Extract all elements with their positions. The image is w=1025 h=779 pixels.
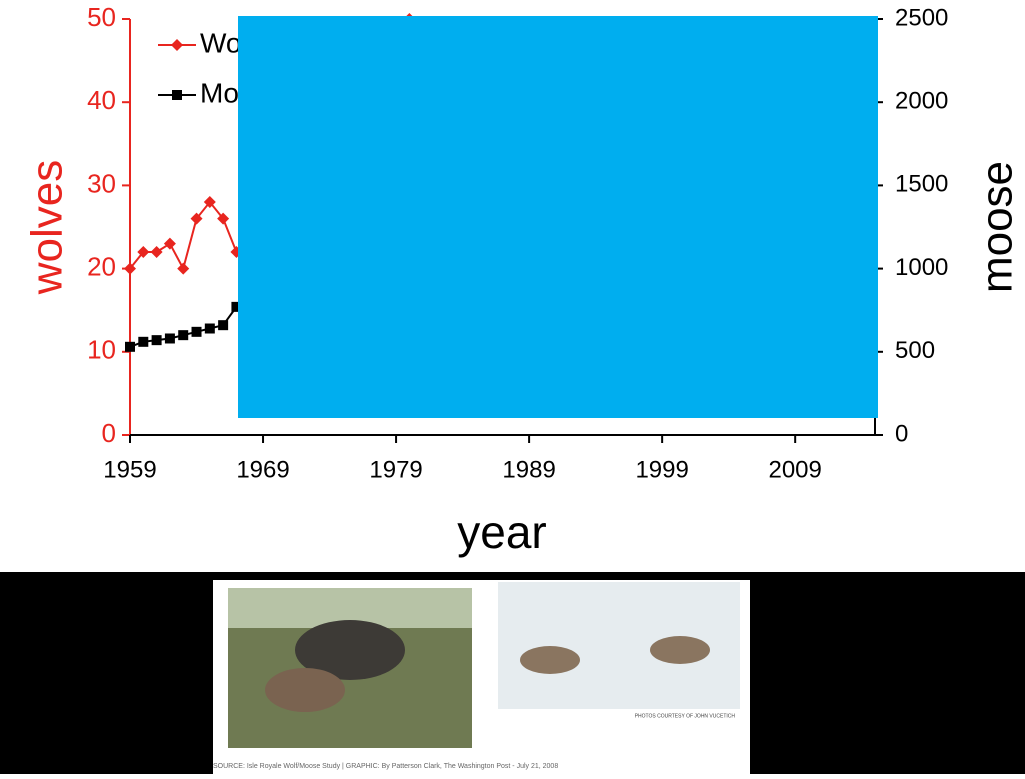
moose-shape — [295, 620, 405, 680]
y2-axis-label: moose — [973, 161, 1022, 293]
source-credit: SOURCE: Isle Royale Wolf/Moose Study | G… — [213, 763, 558, 770]
y-tick-label: 40 — [87, 85, 116, 115]
marker — [203, 196, 216, 209]
photo-card: PHOTOS COURTESY OF JOHN VUCETICH SOURCE:… — [213, 580, 750, 774]
marker — [204, 323, 215, 334]
marker — [124, 262, 136, 275]
marker — [163, 237, 176, 250]
marker — [138, 336, 149, 347]
marker — [178, 330, 189, 341]
series-line — [129, 18, 411, 272]
y-tick-label: 0 — [102, 418, 116, 448]
y2-tick-label: 2500 — [895, 4, 948, 31]
x-tick-label: 1969 — [236, 456, 289, 483]
cover-box — [238, 16, 878, 418]
y-axis-label: wolves — [23, 160, 72, 296]
x-tick-label: 1959 — [103, 456, 156, 483]
x-tick-label: 1999 — [635, 456, 688, 483]
marker — [218, 320, 229, 331]
photo-credit: PHOTOS COURTESY OF JOHN VUCETICH — [635, 713, 736, 719]
x-axis-label: year — [457, 506, 546, 558]
y2-tick-label: 0 — [895, 420, 908, 447]
marker — [172, 90, 182, 100]
x-tick-label: 2009 — [768, 456, 821, 483]
marker — [177, 262, 190, 275]
marker — [164, 333, 175, 344]
wolf-shape — [520, 646, 580, 674]
marker — [191, 326, 202, 337]
y-tick-label: 50 — [87, 2, 116, 32]
marker — [150, 245, 163, 258]
marker — [171, 39, 183, 51]
y2-tick-label: 2000 — [895, 88, 948, 115]
marker — [217, 212, 230, 225]
wolf-shape — [650, 636, 710, 664]
x-tick-label: 1979 — [369, 456, 422, 483]
marker — [125, 341, 135, 352]
y2-tick-label: 1000 — [895, 254, 948, 281]
y2-tick-label: 1500 — [895, 171, 948, 198]
marker — [151, 335, 162, 346]
x-tick-label: 1989 — [502, 456, 555, 483]
marker — [137, 245, 150, 258]
marker — [231, 301, 242, 312]
y-tick-label: 10 — [87, 335, 116, 365]
calf-shape — [265, 668, 345, 712]
marker — [190, 212, 203, 225]
y2-tick-label: 500 — [895, 337, 935, 364]
y-tick-label: 30 — [87, 168, 116, 198]
y-tick-label: 20 — [87, 251, 116, 281]
